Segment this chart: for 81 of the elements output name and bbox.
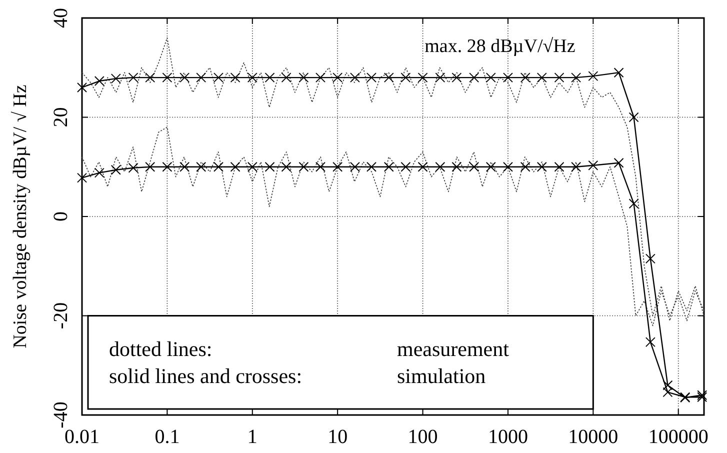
point: [469, 162, 480, 172]
point: [435, 162, 446, 172]
point: [502, 162, 513, 172]
point: [315, 162, 326, 172]
point: [247, 162, 258, 172]
annotation: max. 28 dBµV/√Hz: [424, 36, 576, 57]
point: [418, 72, 428, 83]
point: [94, 168, 104, 178]
point: [264, 72, 275, 83]
point: [554, 162, 564, 172]
point: [247, 72, 258, 83]
point: [230, 162, 240, 172]
annotation: dotted lines:: [109, 336, 212, 361]
point: [486, 162, 496, 172]
x-tick-label: 100: [408, 426, 438, 448]
point: [418, 162, 428, 172]
point: [162, 162, 172, 172]
x-tick-label: 1: [247, 426, 258, 448]
y-tick-label: 20: [50, 107, 72, 128]
x-tick-label: 10: [328, 426, 348, 448]
point: [213, 72, 224, 83]
y-axis-title: Noise voltage density dBµV/ √ Hz: [10, 84, 31, 348]
point: [315, 72, 326, 83]
point: [435, 72, 446, 83]
y-tick-label: 0: [50, 212, 72, 222]
annotation: measurement: [397, 336, 510, 361]
point: [110, 74, 121, 84]
point: [520, 162, 530, 172]
point: [180, 162, 190, 172]
point: [384, 72, 394, 83]
y-tick-label: 40: [50, 8, 72, 28]
point: [486, 72, 496, 83]
point: [520, 72, 530, 83]
point: [400, 72, 411, 83]
point: [588, 71, 598, 82]
point: [298, 72, 309, 83]
point: [77, 172, 87, 183]
point: [281, 162, 292, 172]
point: [180, 72, 190, 83]
point: [162, 72, 172, 83]
point: [196, 72, 206, 83]
point: [332, 72, 343, 83]
x-tick-label: 0.01: [64, 426, 100, 448]
point: [94, 76, 104, 86]
point: [264, 162, 275, 172]
point: [366, 72, 376, 83]
point: [350, 72, 360, 83]
point: [452, 72, 462, 83]
x-tick-label: 1000: [488, 426, 528, 448]
point: [536, 72, 547, 83]
y-tick-label: -20: [50, 302, 72, 330]
point: [452, 162, 462, 172]
point: [128, 162, 138, 173]
x-tick-label: 10000: [568, 426, 618, 448]
point: [469, 72, 480, 83]
x-tick-label: 0.1: [154, 426, 180, 448]
annotation: simulation: [397, 364, 486, 388]
point: [350, 162, 360, 172]
point: [196, 162, 206, 172]
point: [400, 162, 411, 172]
point: [213, 162, 224, 172]
point: [77, 82, 87, 92]
point: [110, 164, 121, 175]
point: [536, 162, 547, 172]
point: [145, 72, 156, 83]
point: [332, 162, 343, 172]
point: [571, 162, 582, 172]
point: [571, 72, 582, 83]
y-tick-label: -40: [50, 402, 72, 428]
point: [298, 162, 309, 172]
point: [281, 72, 292, 83]
annotation: solid lines and crosses:: [109, 364, 302, 388]
point: [145, 162, 156, 172]
point: [128, 72, 138, 83]
point: [366, 162, 376, 172]
point: [588, 160, 598, 170]
point: [230, 72, 240, 83]
point: [502, 72, 513, 83]
x-tick-label: 100000: [648, 426, 708, 448]
point: [384, 162, 394, 172]
point: [554, 72, 564, 83]
